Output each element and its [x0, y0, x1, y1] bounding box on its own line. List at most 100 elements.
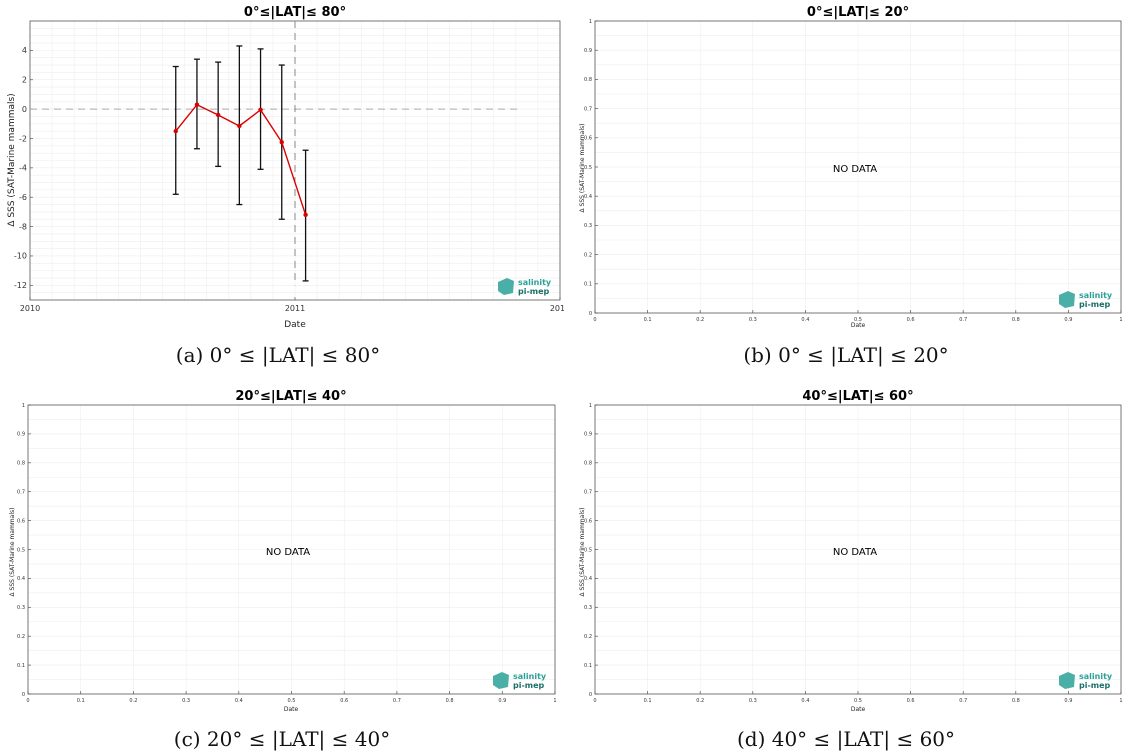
logo-text-line2: pi-mep [1079, 300, 1111, 309]
y-tick-label: 2 [22, 76, 27, 85]
x-tick-label: 0.1 [644, 698, 652, 704]
x-tick-label: 0.6 [907, 317, 915, 323]
data-point [237, 123, 242, 129]
x-tick-label: 0.7 [959, 317, 967, 323]
y-tick-label: 0.7 [584, 489, 592, 495]
y-tick-label: 0.3 [584, 223, 592, 229]
x-axis-label: Date [284, 320, 306, 330]
x-tick-label: 0.4 [801, 698, 809, 704]
y-tick-label: 0.1 [17, 663, 25, 669]
y-tick-label: 0.3 [17, 605, 25, 611]
data-point [279, 139, 284, 145]
y-tick-label: 0.8 [584, 461, 592, 467]
y-tick-label: -12 [14, 281, 27, 290]
x-tick-label: 0.7 [959, 698, 967, 704]
x-tick-label: 0.4 [235, 698, 243, 704]
y-tick-label: 0.9 [584, 432, 592, 438]
x-axis-label: Date [284, 706, 299, 713]
logo-mark-icon [493, 672, 509, 689]
x-tick-label: 0.2 [129, 698, 137, 704]
caption-d: (d) 40° ≤ |LAT| ≤ 60° [736, 727, 956, 751]
logo-text-line1: salinity [1079, 672, 1113, 681]
y-tick-label: 0.2 [17, 634, 25, 640]
y-tick-label: -2 [19, 134, 27, 143]
y-tick-label: 0.4 [584, 576, 592, 582]
chart-title: 0°≤|LAT|≤ 80° [244, 5, 346, 20]
y-tick-label: 0.5 [584, 547, 592, 553]
x-tick-label: 1 [553, 698, 556, 704]
y-axis-label: Δ SSS (SAT-Marine mammals) [579, 508, 586, 597]
no-data-label: NO DATA [266, 547, 310, 558]
data-point [173, 128, 178, 134]
x-axis-label: Date [851, 322, 866, 329]
logo-text-line1: salinity [1079, 291, 1113, 300]
y-tick-label: 0.4 [17, 576, 25, 582]
series-line [175, 103, 307, 216]
x-tick-label: 1 [1119, 698, 1122, 704]
y-tick-label: 0.1 [584, 663, 592, 669]
x-tick-label: 2012 [550, 304, 564, 313]
y-tick-label: 0.3 [584, 605, 592, 611]
y-axis-label: Δ SSS (SAT-Marine mammals) [9, 508, 16, 597]
y-axis-label: Δ SSS (SAT-Marine mammals) [579, 124, 586, 213]
y-tick-label: 0 [22, 105, 27, 114]
logo-text-line2: pi-mep [518, 287, 550, 296]
data-point [303, 212, 308, 218]
chart-panel-c: 0 0.1 0.2 0.3 0.4 0.5 0.6 0.7 0.8 0.9 1 0 0.1 0.2 0.3 0… [9, 389, 557, 713]
y-tick-label: -8 [19, 222, 27, 231]
x-tick-label: 0.9 [1064, 698, 1072, 704]
x-tick-label: 1 [1119, 317, 1122, 323]
y-tick-label: 4 [22, 46, 27, 55]
x-tick-label: 0.5 [854, 317, 862, 323]
caption-a: (a) 0° ≤ |LAT| ≤ 80° [175, 343, 381, 367]
y-axis-label: Δ SSS (SAT-Marine mammals) [7, 93, 17, 226]
y-tick-label: 0.1 [584, 282, 592, 288]
y-tick-label: 0 [22, 692, 25, 698]
x-tick-label: 0.4 [801, 317, 809, 323]
data-point [194, 102, 200, 107]
y-tick-label: 0.8 [17, 461, 25, 467]
y-tick-label: 0.8 [584, 77, 592, 83]
logo-text-line1: salinity [518, 278, 552, 287]
x-tick-label: 0.2 [696, 698, 704, 704]
logo-mark-icon [1059, 672, 1075, 689]
x-tick-label: 0.1 [77, 698, 85, 704]
chart-title: 0°≤|LAT|≤ 20° [807, 5, 909, 20]
caption-b: (b) 0° ≤ |LAT| ≤ 20° [743, 343, 949, 367]
x-tick-label: 0 [593, 698, 596, 704]
chart-title: 40°≤|LAT|≤ 60° [802, 389, 913, 404]
y-tick-label: 0.7 [584, 106, 592, 112]
x-tick-label: 0.5 [854, 698, 862, 704]
y-tick-label: 0.5 [17, 547, 25, 553]
chart-panel-b: 0 0.1 0.2 0.3 0.4 0.5 0.6 0.7 0.8 0.9 1 0 0.1 0.2 0.3 0… [579, 5, 1123, 329]
y-tick-label: 0.6 [17, 518, 25, 524]
logo-text-line2: pi-mep [1079, 681, 1111, 690]
y-tick-label: -10 [14, 252, 27, 261]
logo-mark-icon [1059, 291, 1075, 308]
logo-mark-icon [498, 278, 514, 295]
x-tick-label: 0.8 [446, 698, 454, 704]
x-tick-label: 0 [593, 317, 596, 323]
x-tick-label: 0.6 [340, 698, 348, 704]
x-tick-label: 0 [26, 698, 29, 704]
x-tick-label: 0.3 [749, 317, 757, 323]
x-tick-label: 0.3 [749, 698, 757, 704]
x-tick-label: 0.2 [696, 317, 704, 323]
x-tick-label: 0.8 [1012, 698, 1020, 704]
x-tick-label: 0.1 [644, 317, 652, 323]
y-tick-label: 1 [22, 403, 25, 409]
y-tick-label: 0.9 [17, 432, 25, 438]
x-tick-label: 0.5 [288, 698, 296, 704]
x-tick-label: 0.9 [498, 698, 506, 704]
data-point [215, 112, 221, 118]
y-tick-label: 1 [589, 403, 592, 409]
chart-panel-d: 0 0.1 0.2 0.3 0.4 0.5 0.6 0.7 0.8 0.9 1 0 0.1 0.2 0.3 0… [579, 389, 1123, 713]
logo-text-line1: salinity [513, 672, 547, 681]
y-tick-label: -6 [19, 193, 27, 202]
x-tick-label: 0.8 [1012, 317, 1020, 323]
y-tick-label: -4 [19, 164, 27, 173]
data-point [258, 107, 263, 113]
x-tick-label: 0.6 [907, 698, 915, 704]
y-tick-label: 0 [589, 311, 592, 317]
y-tick-label: 0.4 [584, 194, 592, 200]
